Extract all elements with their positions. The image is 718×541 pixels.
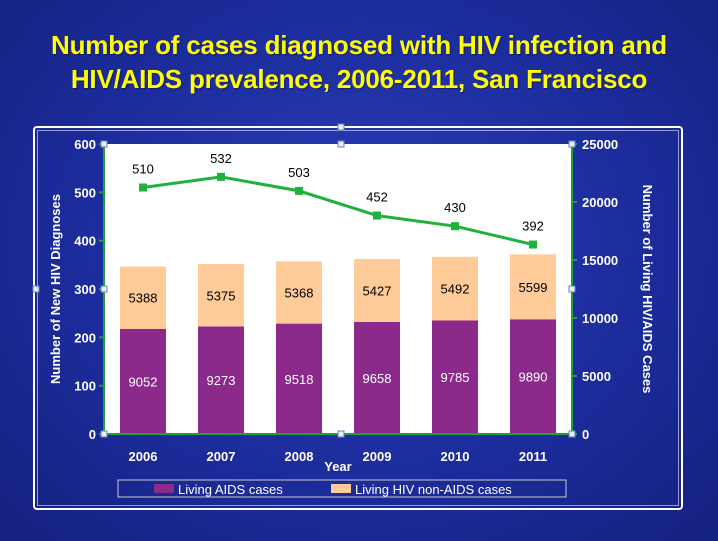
label-new-2006: 510: [132, 162, 154, 177]
bar-hiv-2011: [510, 254, 556, 320]
point-new-2009: [373, 211, 381, 220]
ytick-label-left-300: 300: [74, 282, 96, 297]
legend-label-aids: Living AIDS cases: [178, 482, 283, 497]
label-new-2011: 392: [522, 219, 544, 234]
ytick-label-right-25000: 25000: [582, 137, 618, 152]
chart-frame-inner: [37, 130, 679, 506]
bar-aids-2010: [432, 320, 478, 434]
xtick-label-2007: 2007: [207, 449, 236, 464]
label-hiv-2006: 5388: [129, 291, 158, 306]
label-aids-2010: 9785: [441, 370, 470, 385]
label-aids-2006: 9052: [129, 374, 158, 389]
bar-aids-2008: [276, 323, 322, 434]
title-line-2: HIV/AIDS prevalence, 2006-2011, San Fran…: [70, 64, 648, 94]
ytick-label-left-200: 200: [74, 330, 96, 345]
label-new-2009: 452: [366, 190, 388, 205]
point-new-2006: [139, 183, 147, 192]
title-line-1: Number of cases diagnosed with HIV infec…: [51, 30, 667, 60]
bar-aids-2006: [120, 328, 166, 434]
point-new-2008: [295, 186, 303, 195]
bar-hiv-2007: [198, 264, 244, 327]
legend-box: [117, 479, 567, 498]
xtick-label-2006: 2006: [129, 449, 158, 464]
frame-handle-2: [32, 285, 40, 293]
ytick-label-left-600: 600: [74, 137, 96, 152]
frame-handle-5: [100, 140, 108, 148]
ytick-label-right-5000: 5000: [582, 369, 611, 384]
label-hiv-2007: 5375: [207, 288, 236, 303]
point-new-2010: [451, 222, 459, 231]
label-new-2010: 430: [444, 200, 466, 215]
xtick-label-2011: 2011: [519, 449, 547, 464]
xtick-label-2010: 2010: [441, 449, 470, 464]
plot-area: [104, 144, 572, 434]
bar-aids-2007: [198, 326, 244, 434]
ytick-label-right-0: 0: [582, 427, 589, 442]
frame-handle-4: [100, 285, 108, 293]
bar-hiv-2010: [432, 256, 478, 321]
bar-hiv-2009: [354, 259, 400, 322]
point-new-2007: [217, 172, 225, 181]
label-hiv-2008: 5368: [285, 285, 314, 300]
bar-aids-2011: [510, 319, 556, 434]
x-axis-title: Year: [324, 459, 351, 474]
label-aids-2009: 9658: [363, 371, 392, 386]
frame-handle-7: [100, 430, 108, 438]
label-aids-2011: 9890: [519, 370, 548, 385]
label-aids-2007: 9273: [207, 373, 236, 388]
frame-handle-0: [337, 123, 345, 131]
xtick-label-2008: 2008: [285, 449, 314, 464]
bar-hiv-2008: [276, 261, 322, 324]
label-hiv-2010: 5492: [441, 282, 470, 297]
frame-handle-1: [337, 430, 345, 438]
ytick-label-left-400: 400: [74, 234, 96, 249]
ytick-label-left-0: 0: [89, 427, 96, 442]
legend-label-hiv: Living HIV non-AIDS cases: [355, 482, 512, 497]
frame-handle-8: [568, 430, 576, 438]
ytick-label-left-100: 100: [74, 379, 96, 394]
frame-handle-6: [568, 140, 576, 148]
ytick-label-right-10000: 10000: [582, 311, 618, 326]
legend-swatch-hiv: [331, 484, 351, 493]
label-new-2008: 503: [288, 165, 310, 180]
bar-aids-2009: [354, 321, 400, 434]
y-axis-right-title: Number of Living HIV/AIDS Cases: [640, 185, 655, 394]
xtick-label-2009: 2009: [363, 449, 392, 464]
y-axis-left-title: Number of New HIV Diagnoses: [48, 194, 63, 384]
label-aids-2008: 9518: [285, 372, 314, 387]
line-new-diagnoses: [142, 175, 534, 246]
frame-handle-9: [337, 140, 345, 148]
ytick-label-right-15000: 15000: [582, 253, 618, 268]
point-new-2011: [529, 240, 537, 249]
ytick-label-right-20000: 20000: [582, 195, 618, 210]
chart-title: Number of cases diagnosed with HIV infec…: [0, 28, 718, 96]
label-hiv-2009: 5427: [363, 283, 392, 298]
label-new-2007: 532: [210, 151, 232, 166]
label-hiv-2011: 5599: [519, 280, 548, 295]
bar-hiv-2006: [120, 266, 166, 329]
chart-frame: [33, 126, 683, 510]
legend-swatch-aids: [154, 484, 174, 493]
frame-handle-3: [568, 285, 576, 293]
ytick-label-left-500: 500: [74, 185, 96, 200]
